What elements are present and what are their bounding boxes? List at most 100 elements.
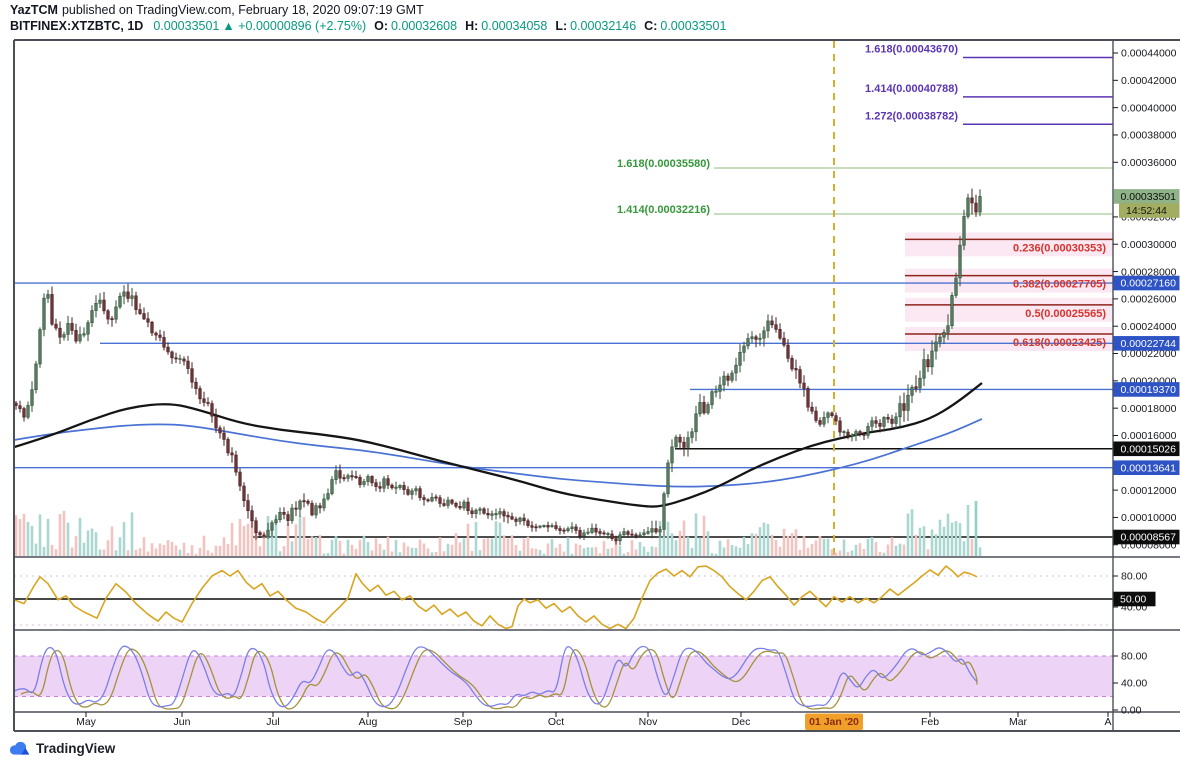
- stoch-axis-label: 80.00: [1121, 651, 1147, 663]
- price-axis[interactable]: 0.00044000 0.00042000 0.00040000 0.00038000…: [1113, 48, 1180, 717]
- fib-retracement-label: 0.618(0.00023425): [1013, 337, 1106, 349]
- price-axis-label: 0.00036000: [1121, 157, 1177, 169]
- stoch-axis-label: 40.00: [1121, 678, 1147, 690]
- price-axis-label: 0.00012000: [1121, 485, 1177, 497]
- month-label: Sep: [454, 716, 473, 728]
- candlesticks[interactable]: [14, 188, 982, 546]
- price-badge: [1113, 336, 1180, 351]
- price-axis-label: 0.00010000: [1121, 512, 1177, 524]
- price-axis-label: 0.00042000: [1121, 75, 1177, 87]
- price-axis-label: 0.00044000: [1121, 48, 1177, 60]
- month-label: May: [76, 716, 97, 728]
- fib-extension-green-label: 1.414(0.00032216): [617, 204, 710, 216]
- fib-extension-purple-label: 1.414(0.00040788): [865, 83, 958, 95]
- jan-1-highlight-badge: [805, 713, 863, 730]
- volume-down-bars: [14, 511, 974, 556]
- price-badge: [1113, 529, 1180, 545]
- fib-extension-purple-label: 1.618(0.00043670): [865, 44, 958, 56]
- month-label: Nov: [639, 716, 658, 728]
- ma-black-line: [13, 382, 983, 508]
- price-badge: [1113, 441, 1180, 457]
- symbol-info-segment: BITFINEX:XTZBTC, 1D: [10, 19, 144, 33]
- month-label: Aug: [359, 716, 378, 728]
- fib-retracement-label: 0.382(0.00027705): [1013, 279, 1106, 291]
- rsi-panel[interactable]: [13, 565, 1113, 630]
- price-badge-label: 0.00008567: [1121, 532, 1177, 544]
- up-candle-bodies: [26, 196, 982, 542]
- price-badge: [1113, 382, 1180, 397]
- fib-retracement-label: 0.236(0.00030353): [1013, 242, 1106, 254]
- price-badge-label: 0.00033501: [1121, 191, 1177, 203]
- jan-1-highlight-label: 01 Jan '20: [809, 716, 859, 728]
- down-candle-bodies: [14, 197, 978, 542]
- volume-bars: [14, 501, 982, 556]
- volume-spike-bars: [974, 501, 978, 556]
- price-axis-label: 0.00018000: [1121, 403, 1177, 415]
- rsi-axis-label: 80.00: [1121, 571, 1147, 583]
- ma-blue-line: [13, 418, 983, 488]
- price-badge-label: 14:52:44: [1126, 205, 1167, 217]
- symbol-info-segment: 0.00033501: [660, 19, 727, 33]
- rsi-50-badge: [1113, 591, 1156, 607]
- up-candle-wicks: [27, 189, 981, 546]
- fib-labels: 0.236(0.00030353) 0.382(0.00027705) 0.5(0.…: [617, 44, 1106, 350]
- stoch-d-line: [20, 648, 978, 710]
- rsi-50-badge-label: 50.00: [1120, 594, 1146, 606]
- price-axis-label: 0.00040000: [1121, 102, 1177, 114]
- publish-info: YazTCM published on TradingView.com, Febr…: [10, 3, 424, 17]
- price-badge-label: 0.00015026: [1121, 443, 1177, 455]
- price-badge-label: 0.00022744: [1121, 338, 1177, 350]
- price-badge-label: 0.00027160: [1121, 278, 1177, 290]
- brand-name: TradingView: [36, 740, 116, 756]
- symbol-info-row: BITFINEX:XTZBTC, 1D 0.00033501 ▲ +0.000008…: [10, 19, 726, 33]
- month-label: Feb: [921, 716, 939, 728]
- symbol-info-segment: C:: [644, 19, 658, 33]
- price-axis-label: 0.00022000: [1121, 348, 1177, 360]
- fib-band: [905, 232, 1113, 257]
- tradingview-cloud-icon: [9, 741, 30, 755]
- panel-borders: [13, 39, 1180, 732]
- author-name: YazTCM: [10, 3, 58, 17]
- price-badge-label: 0.00019370: [1121, 384, 1177, 396]
- price-badge-label: 0.00013641: [1121, 462, 1177, 474]
- price-axis-label: 0.00026000: [1121, 294, 1177, 306]
- price-axis-label: 0.00024000: [1121, 321, 1177, 333]
- price-badge: [1113, 275, 1180, 291]
- tradingview-logo[interactable]: TradingView: [8, 740, 115, 756]
- stoch-k-line: [13, 645, 978, 708]
- month-label: Oct: [548, 716, 564, 728]
- symbol-info-segment: 0.00032608: [391, 19, 458, 33]
- month-label: Dec: [732, 716, 751, 728]
- month-label: A: [1104, 716, 1111, 728]
- price-badge: [1113, 460, 1180, 476]
- symbol-info-segment: 0.00032146: [570, 19, 637, 33]
- publish-text: published on TradingView.com, February 1…: [61, 3, 424, 17]
- fib-retracement-label: 0.5(0.00025565): [1025, 308, 1106, 320]
- symbol-info-segment: ▲ +0.00000896 (+2.75%): [222, 19, 367, 33]
- fib-band: [905, 268, 1113, 293]
- month-label: Jun: [174, 716, 191, 728]
- time-axis[interactable]: May Jun Jul Aug Sep Oct Nov Dec Feb Mar A 01 Jan '2…: [76, 712, 1112, 730]
- fib-band: [905, 297, 1113, 322]
- symbol-info-segment: L:: [555, 19, 568, 33]
- price-badge: [1119, 203, 1180, 218]
- symbol-info-segment: O:: [374, 19, 389, 33]
- symbol-info-segment: 0.00033501: [153, 19, 220, 33]
- fib-extension-purple-label: 1.272(0.00038782): [865, 110, 958, 122]
- price-axis-label: 0.00030000: [1121, 239, 1177, 251]
- down-candle-wicks: [15, 188, 977, 545]
- stoch-axis-label: 0.00: [1121, 705, 1142, 717]
- price-axis-label: 0.00028000: [1121, 266, 1177, 278]
- stochastic-panel[interactable]: [13, 645, 1113, 710]
- moving-averages[interactable]: [13, 382, 983, 508]
- price-badge: [1113, 189, 1180, 204]
- fib-level-lines[interactable]: [714, 56, 1113, 335]
- symbol-info-segment: H:: [465, 19, 479, 33]
- fib-extension-green-label: 1.618(0.00035580): [617, 158, 710, 170]
- price-axis-label: 0.00038000: [1121, 130, 1177, 142]
- rsi-line: [13, 565, 978, 630]
- month-label: Mar: [1009, 716, 1028, 728]
- symbol-info-segment: 0.00034058: [481, 19, 548, 33]
